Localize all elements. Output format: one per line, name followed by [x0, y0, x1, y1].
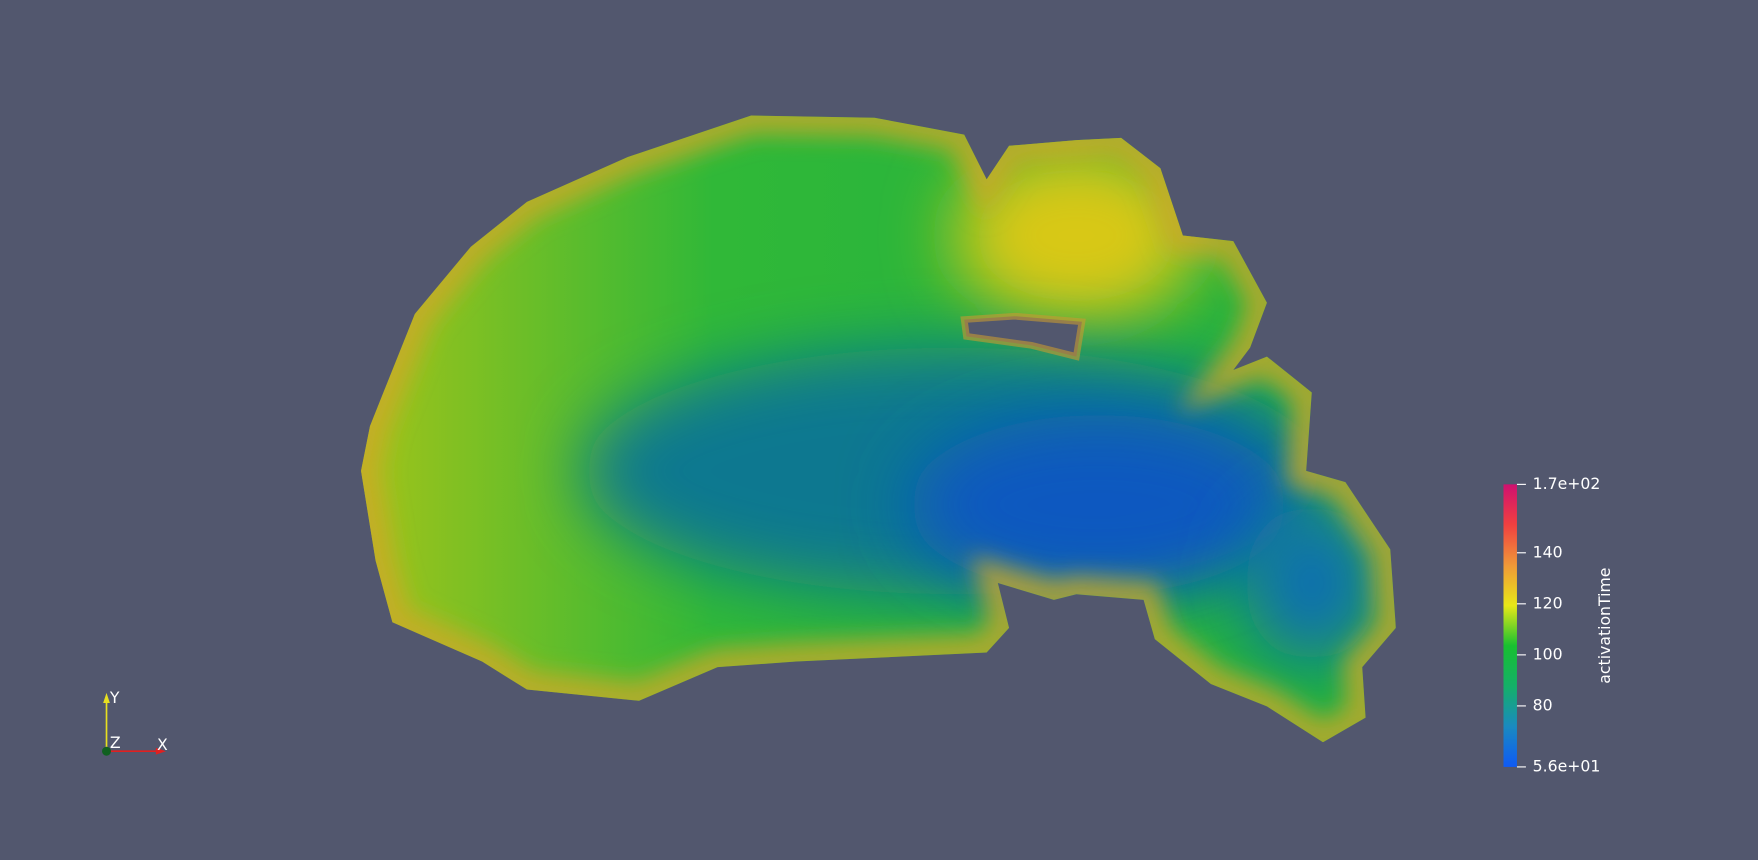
axis-label: Z	[110, 733, 121, 752]
axis-label: X	[157, 735, 168, 754]
colorbar-tick-label: 5.6e+01	[1533, 756, 1601, 775]
colorbar-tick-label: 120	[1533, 593, 1563, 612]
axes-triad: Y Z X	[102, 688, 168, 756]
axis-label: Y	[109, 688, 120, 707]
colorbar-title: activationTime	[1595, 568, 1614, 684]
colorbar	[1503, 484, 1517, 767]
colorbar-tick-label: 80	[1533, 695, 1553, 714]
surface	[361, 115, 1396, 743]
colorbar-tick-label: 1.7e+02	[1533, 474, 1601, 493]
colorbar-tick-label: 140	[1533, 542, 1563, 561]
colorbar-tick-label: 100	[1533, 644, 1563, 663]
surface-hole	[960, 312, 1086, 361]
